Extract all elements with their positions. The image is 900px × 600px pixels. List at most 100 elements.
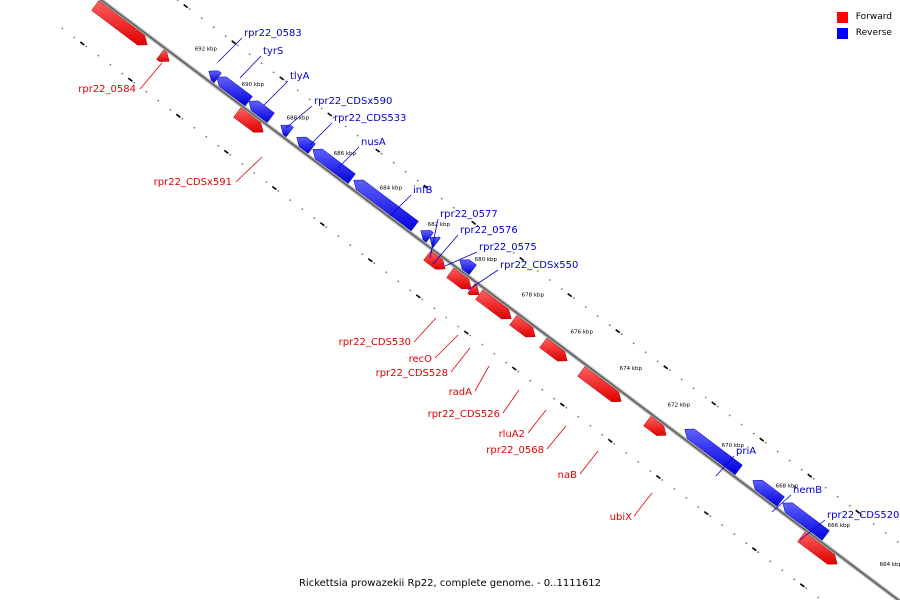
reverse-gene-label-leader <box>309 122 333 146</box>
reverse-gene-arrow <box>296 136 316 154</box>
forward-gene-label: ubiX <box>610 512 632 523</box>
track-dot <box>224 35 227 38</box>
forward-gene-arrow <box>475 289 512 320</box>
reverse-gene-label: rpr22_0583 <box>244 28 302 39</box>
forward-gene-arrow <box>91 0 148 46</box>
forward-gene-label-leader <box>579 450 599 475</box>
track-dash <box>223 149 229 155</box>
track-dash <box>415 294 421 299</box>
track-dot <box>205 135 208 138</box>
track-dot <box>793 578 796 581</box>
forward-gene-arrow <box>577 366 622 402</box>
tick-label: 672 kbp <box>668 402 691 408</box>
track-dot <box>589 424 592 427</box>
track-dot <box>656 360 659 363</box>
tick-label: 666 kbp <box>828 523 851 529</box>
forward-gene-label: rpr22_CDSx591 <box>154 177 232 188</box>
forward-gene-label-leader <box>502 389 520 414</box>
reverse-gene-label-leader <box>444 251 478 267</box>
track-dot <box>548 279 551 281</box>
track-dot <box>296 89 299 92</box>
forward-gene-label-leader <box>633 492 653 517</box>
reverse-gene-label: rpr22_CDSx550 <box>500 260 578 271</box>
reverse-gene-label-leader <box>239 55 262 79</box>
track-dash <box>703 510 709 516</box>
track-dot <box>764 441 767 444</box>
reverse-gene-label-leader <box>429 218 439 259</box>
track-dot <box>133 81 136 84</box>
track-dot <box>277 190 280 192</box>
tick-label: 686 kbp <box>334 151 357 157</box>
track-dot <box>781 569 784 572</box>
track-dot <box>757 551 760 554</box>
track-dot <box>169 108 172 111</box>
track-dot <box>440 197 443 200</box>
legend: Forward Reverse <box>836 9 892 41</box>
forward-gene-label-leader <box>474 365 490 392</box>
track-dot <box>668 369 671 372</box>
track-dot <box>301 208 304 211</box>
track-dot <box>529 379 532 382</box>
forward-gene-arrow <box>539 337 568 362</box>
reverse-gene-label: rpr22_CDSx590 <box>314 96 392 107</box>
track-dot <box>848 504 851 507</box>
forward-gene-label-leader <box>434 334 459 359</box>
track-dot <box>572 297 575 299</box>
legend-reverse: Reverse <box>836 25 892 41</box>
tick-label: 678 kbp <box>522 293 545 299</box>
track-dash <box>855 509 861 514</box>
track-dash <box>319 221 325 227</box>
track-dot <box>697 506 700 508</box>
track-dot <box>73 36 76 39</box>
track-dot <box>368 143 371 146</box>
reverse-gene-label: rpr22_0576 <box>460 225 518 236</box>
reverse-gene-label-leader <box>337 146 360 169</box>
track-dot <box>709 515 712 517</box>
track-dash <box>751 547 757 552</box>
track-dot <box>824 486 827 489</box>
legend-reverse-label: Reverse <box>855 28 892 38</box>
track-dash <box>367 258 373 263</box>
track-dot <box>313 217 316 220</box>
reverse-gene-label: rpr22_CDS533 <box>334 113 406 124</box>
track-dot <box>476 225 479 227</box>
forward-gene-arrow <box>423 250 446 270</box>
track-dot <box>356 134 359 137</box>
reverse-gene-label-leader <box>285 105 313 129</box>
forward-gene-arrow <box>509 315 536 338</box>
track-dash <box>567 292 573 298</box>
gene-features <box>91 0 838 565</box>
reverse-gene-label-leader <box>263 80 289 106</box>
reverse-gene-label: hemB <box>793 485 822 496</box>
track-dot <box>632 342 635 345</box>
track-dot <box>836 495 839 498</box>
legend-forward: Forward <box>836 9 892 25</box>
reverse-gene-arrow <box>420 230 434 243</box>
track-dot <box>265 181 268 183</box>
track-dot <box>577 415 580 418</box>
track-dash <box>807 473 813 478</box>
forward-gene-label-leader <box>546 425 567 450</box>
reverse-gene-label-leader <box>389 194 412 217</box>
track-dot <box>512 252 515 254</box>
track-dot <box>421 298 424 301</box>
track-dash <box>711 401 717 406</box>
track-dot <box>661 479 664 481</box>
reverse-gene-arrow <box>280 124 294 138</box>
forward-gene-label: radA <box>449 387 473 398</box>
forward-gene-label: rluA2 <box>499 429 525 440</box>
track-dot <box>872 523 875 525</box>
track-dot <box>452 206 455 209</box>
track-dash <box>175 113 181 118</box>
track-dot <box>733 533 736 536</box>
reverse-swatch <box>836 27 848 39</box>
track-dot <box>97 54 100 57</box>
forward-gene-label-leader <box>527 409 547 434</box>
track-dot <box>188 8 191 11</box>
track-dot <box>253 172 256 174</box>
genome-backbone <box>97 0 900 600</box>
tick-label: 664 kbp <box>880 562 900 568</box>
track-dot <box>409 289 412 292</box>
track-dot <box>416 179 419 182</box>
track-dot <box>649 470 652 472</box>
